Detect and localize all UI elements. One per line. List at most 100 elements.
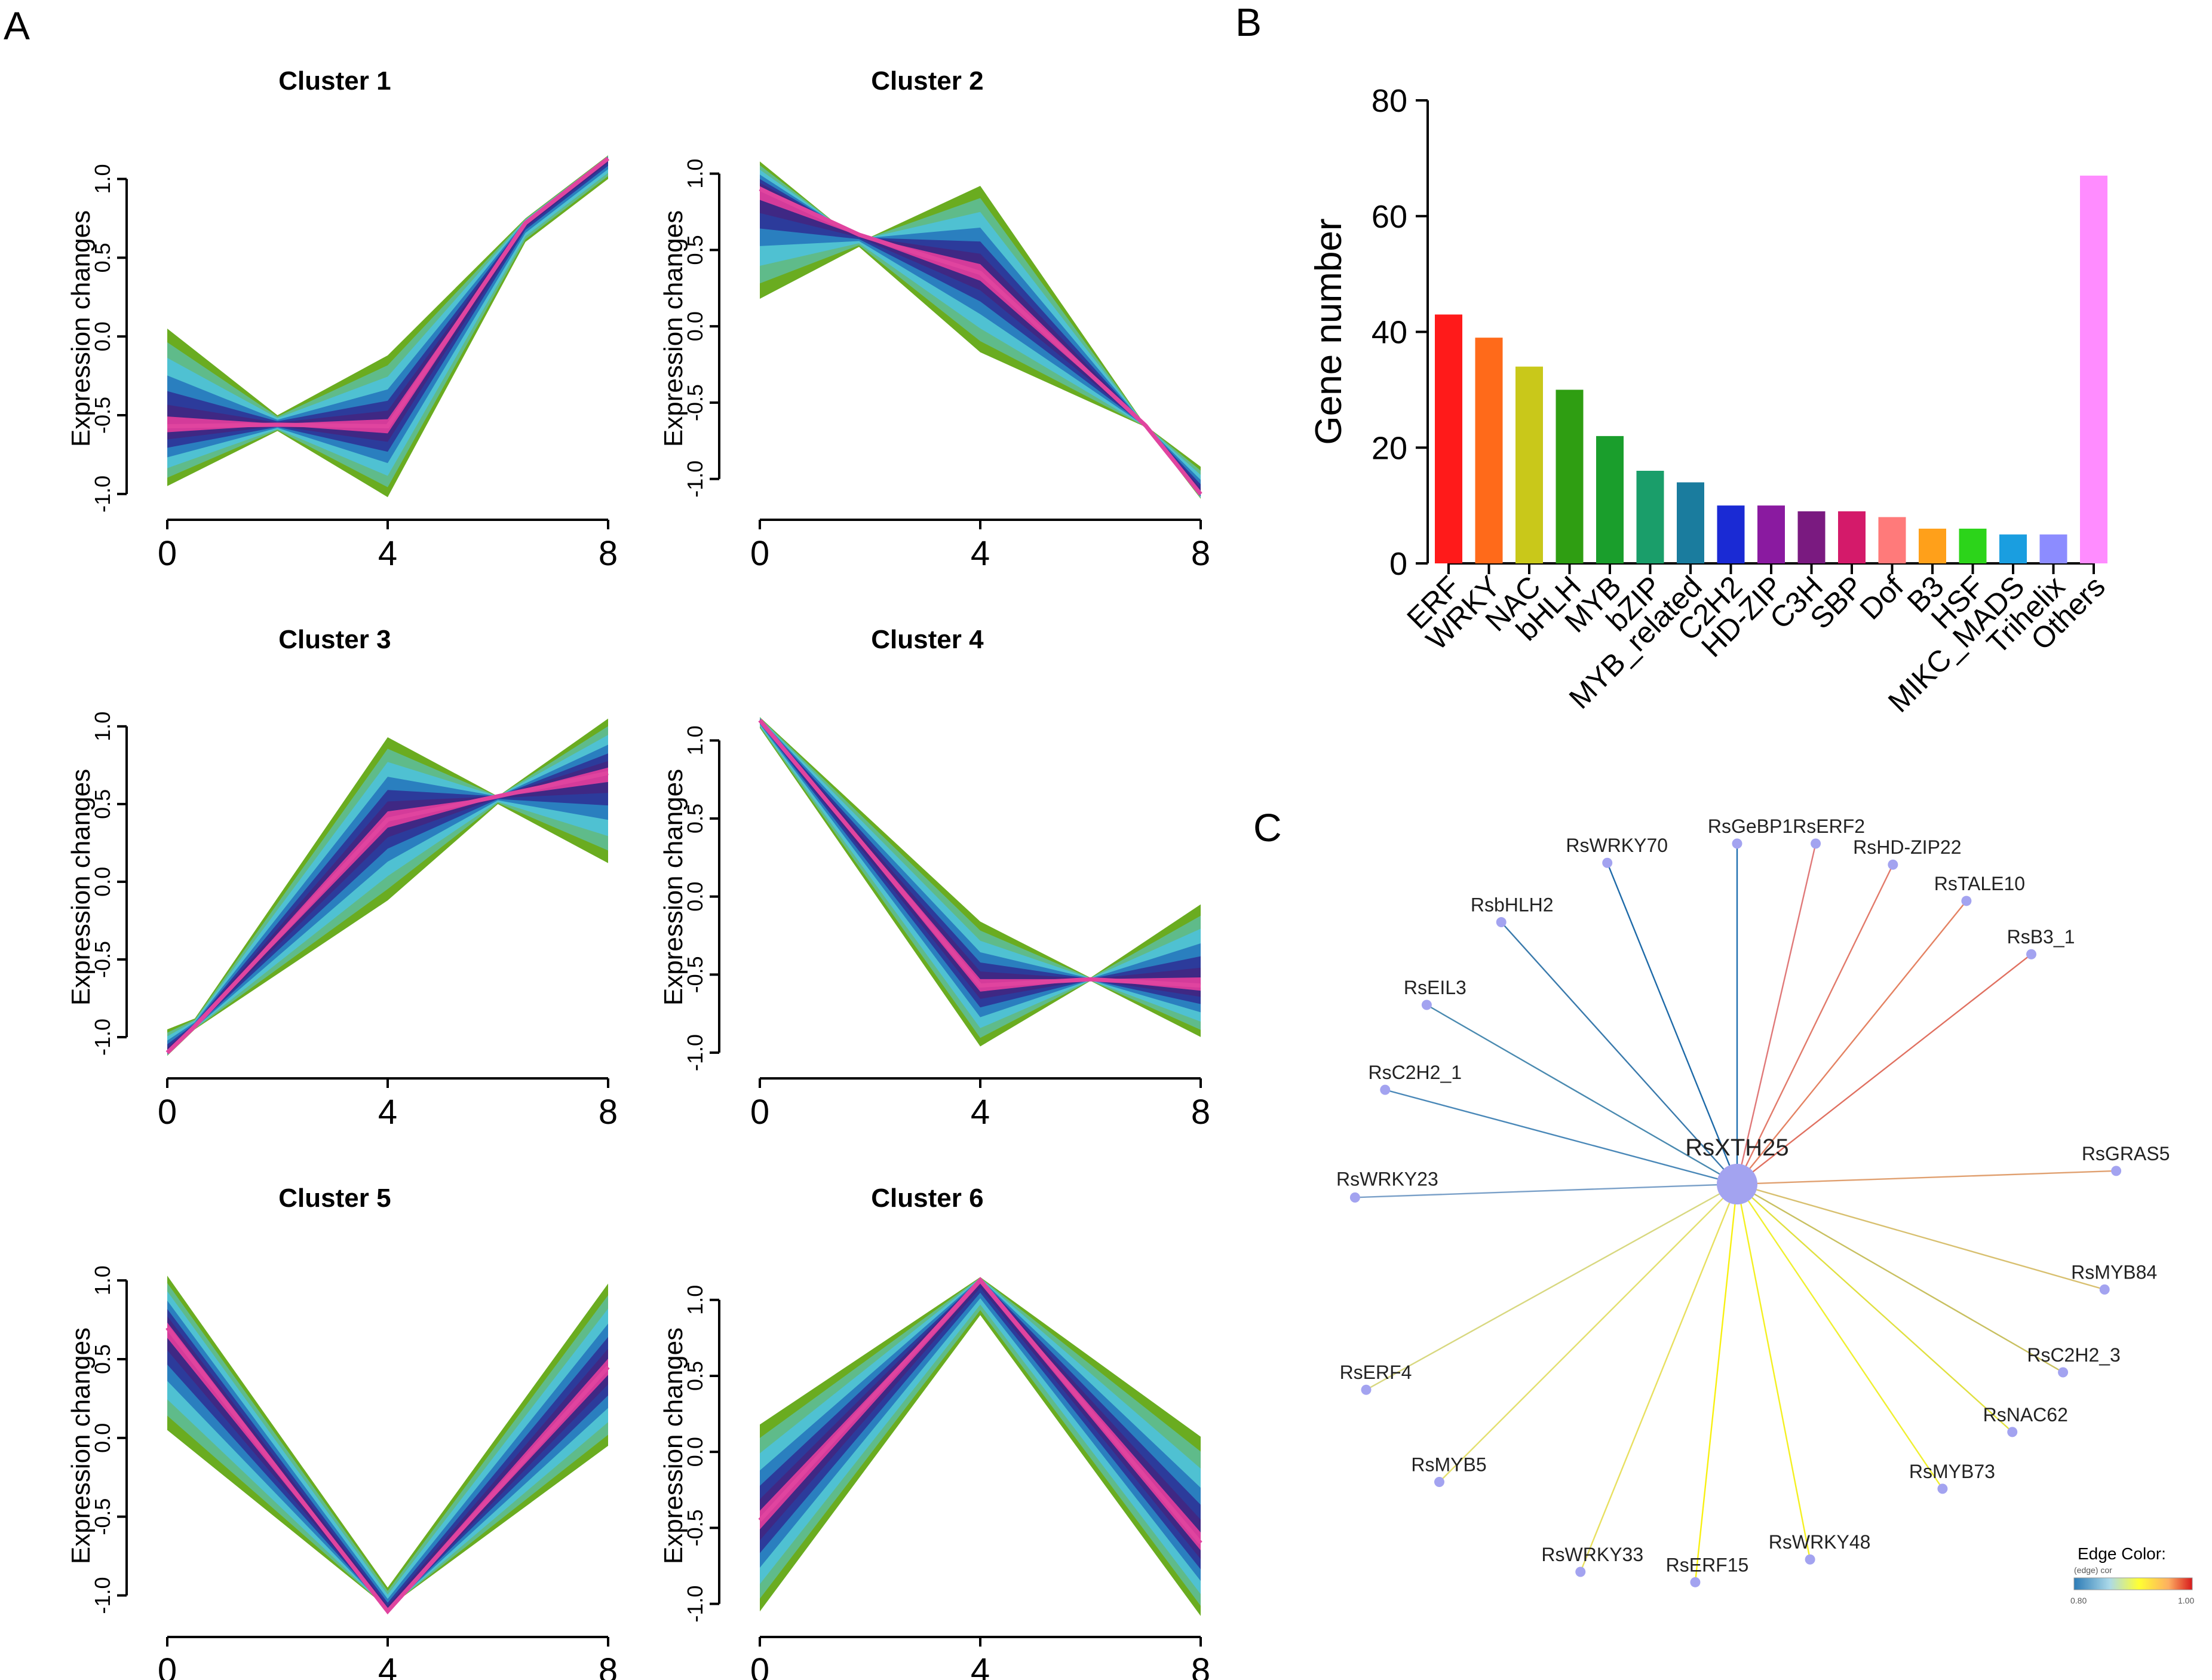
legend-min: 0.80	[2070, 1596, 2087, 1605]
node-RsERF2[interactable]	[1811, 838, 1821, 849]
node-RsERF4[interactable]	[1361, 1384, 1372, 1395]
node-RsB3_1[interactable]	[2026, 949, 2037, 959]
node-label: RsC2H2_1	[1369, 1062, 1462, 1083]
node-RsNAC62[interactable]	[2007, 1427, 2018, 1437]
x-tick-label: 8	[1191, 1651, 1210, 1680]
edge-RsWRKY33	[1579, 1184, 1738, 1572]
panel-letter-c: C	[1253, 805, 1282, 850]
x-tick-label: 4	[378, 1651, 397, 1680]
bar-y-tick-label: 80	[1372, 83, 1407, 119]
node-label: RsERF15	[1666, 1554, 1749, 1575]
x-tick-label: 4	[971, 1093, 990, 1132]
node-label: RsWRKY23	[1336, 1168, 1438, 1190]
node-RsWRKY48[interactable]	[1805, 1554, 1815, 1565]
edge-RsMYB5	[1438, 1184, 1738, 1483]
edge-RsMYB73	[1737, 1184, 1943, 1489]
node-label: RsERF2	[1793, 816, 1865, 837]
x-tick-label: 0	[750, 1651, 769, 1680]
y-tick-label: 0.5	[90, 789, 115, 819]
node-RsC2H2_1[interactable]	[1380, 1084, 1391, 1095]
cluster-plot-4: Cluster 4 -1.0 -0.5 0.0 0.5 1.0 Expression cha…	[659, 625, 1210, 1132]
edge-RsEIL3	[1426, 1004, 1738, 1185]
y-tick-label: -1.0	[90, 476, 115, 513]
edge-RsC2H2_3	[1737, 1183, 2064, 1374]
node-RsWRKY33[interactable]	[1575, 1566, 1586, 1577]
y-tick-label: 0.0	[683, 1437, 707, 1467]
expression-center-line	[758, 1277, 1202, 1545]
node-label: RsWRKY48	[1769, 1531, 1871, 1553]
node-label: RsEIL3	[1404, 977, 1467, 998]
expression-band-1	[760, 1277, 1201, 1606]
node-RsGRAS5[interactable]	[2111, 1166, 2122, 1176]
bar-SBP	[1838, 511, 1866, 563]
edge-RsWRKY23	[1355, 1183, 1738, 1198]
node-RsWRKY23[interactable]	[1349, 1192, 1360, 1203]
x-tick-label: 0	[158, 1093, 177, 1132]
node-RsTALE10[interactable]	[1961, 896, 1972, 906]
y-tick-label: 0.5	[90, 243, 115, 272]
node-label: RsTALE10	[1934, 873, 2025, 894]
expression-band-6	[167, 767, 608, 1053]
node-RsC2H2_3[interactable]	[2058, 1367, 2069, 1378]
node-RsGeBP1[interactable]	[1732, 838, 1742, 849]
y-tick-label: 0.0	[683, 882, 707, 912]
bar-bHLH	[1556, 390, 1584, 563]
bar-MYB_related	[1677, 482, 1704, 563]
edge-RsWRKY48	[1736, 1184, 1811, 1560]
cluster-plots: Cluster 1 -1.0 -0.5 0.0 0.5 1.0 Expression cha…	[66, 66, 1210, 1680]
bar-NAC	[1515, 366, 1543, 563]
node-RsbHLH2[interactable]	[1496, 917, 1507, 928]
node-label: RsB3_1	[2007, 926, 2075, 948]
y-tick-label: 0.5	[683, 1361, 707, 1391]
cluster-plot-1: Cluster 1 -1.0 -0.5 0.0 0.5 1.0 Expression cha…	[66, 66, 618, 573]
node-RsMYB5[interactable]	[1434, 1477, 1444, 1488]
x-tick-label: 4	[378, 1093, 397, 1132]
y-axis-label: Expression changes	[659, 769, 688, 1005]
x-tick-label: 8	[599, 534, 618, 573]
bar-y-tick-label: 40	[1372, 315, 1407, 351]
x-tick-label: 4	[971, 1651, 990, 1680]
edge-RsbHLH2	[1501, 921, 1738, 1185]
y-tick-label: 1.0	[683, 1285, 707, 1315]
y-tick-label: -0.5	[683, 956, 707, 993]
node-label: RsNAC62	[1983, 1404, 2068, 1425]
edge-RsERF4	[1366, 1183, 1738, 1391]
bar-C3H	[1797, 511, 1826, 563]
node-label: RsWRKY70	[1566, 835, 1668, 856]
x-tick-label: 8	[1191, 534, 1210, 573]
y-tick-label: 0.5	[90, 1344, 115, 1374]
expression-band-5	[167, 158, 608, 442]
cluster-title: Cluster 3	[278, 625, 391, 654]
bar-C2H2	[1717, 505, 1745, 563]
x-tick-label: 0	[750, 1093, 769, 1132]
node-RsERF15[interactable]	[1690, 1577, 1701, 1587]
y-tick-label: 0.5	[683, 804, 707, 833]
node-RsWRKY70[interactable]	[1602, 857, 1613, 868]
y-tick-label: -1.0	[683, 1586, 707, 1623]
node-RsHD-ZIP22[interactable]	[1888, 859, 1898, 870]
y-tick-label: -0.5	[683, 384, 707, 421]
node-RsEIL3[interactable]	[1421, 1000, 1432, 1010]
node-label: RsGRAS5	[2082, 1143, 2170, 1164]
edge-RsTALE10	[1737, 900, 1967, 1185]
bar-Dof	[1878, 517, 1906, 563]
node-RsMYB84[interactable]	[2099, 1284, 2110, 1295]
y-tick-label: -0.5	[90, 1498, 115, 1535]
bar-B3	[1919, 528, 1946, 563]
y-axis-label: Expression changes	[659, 1328, 688, 1564]
y-tick-label: 1.0	[90, 712, 115, 741]
edge-color-legend: Edge Color: (edge) cor 0.80 1.00	[2070, 1544, 2194, 1605]
y-tick-label: -1.0	[90, 1019, 115, 1056]
bar-HSF	[1959, 528, 1987, 563]
node-RsMYB73[interactable]	[1937, 1483, 1948, 1494]
node-label: RsHD-ZIP22	[1853, 836, 1961, 858]
cluster-title: Cluster 4	[871, 625, 984, 654]
hub-node[interactable]	[1717, 1164, 1757, 1204]
y-tick-label: -0.5	[683, 1509, 707, 1546]
node-label: RsMYB5	[1411, 1454, 1486, 1476]
legend-title: Edge Color:	[2078, 1544, 2166, 1563]
x-tick-label: 4	[378, 534, 397, 573]
